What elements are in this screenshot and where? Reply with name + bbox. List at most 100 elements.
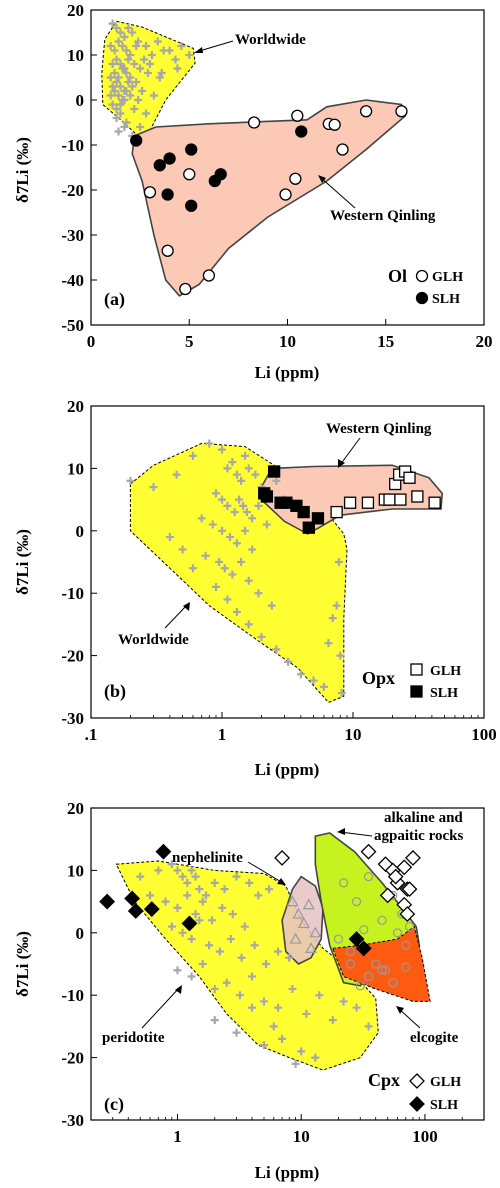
triangle-marker bbox=[289, 932, 302, 944]
cross-marker bbox=[210, 878, 219, 887]
legend-slh-marker-a bbox=[415, 291, 429, 305]
cross-marker bbox=[188, 451, 197, 460]
cross-marker bbox=[195, 916, 204, 925]
panel-b-frame bbox=[90, 405, 485, 719]
cross-marker bbox=[120, 33, 129, 41]
y-tick-label: -50 bbox=[61, 316, 84, 335]
cross-marker bbox=[124, 55, 133, 64]
cross-marker bbox=[185, 51, 194, 59]
data-point-glh bbox=[399, 906, 416, 922]
data-point-glh bbox=[247, 116, 261, 129]
nephelinite-arrowhead bbox=[277, 878, 286, 885]
cross-marker bbox=[114, 91, 123, 100]
cross-marker bbox=[208, 520, 217, 529]
data-point-slh bbox=[185, 143, 198, 156]
data-point-slh bbox=[143, 901, 160, 918]
cross-marker bbox=[108, 19, 117, 28]
cross-marker bbox=[108, 60, 117, 68]
cross-marker bbox=[114, 37, 123, 46]
cross-marker bbox=[106, 91, 115, 100]
open-circle-marker bbox=[338, 878, 349, 888]
legend-slh-label-c: SLH bbox=[430, 1098, 458, 1113]
triangle-marker bbox=[286, 895, 299, 907]
cross-marker bbox=[220, 885, 229, 894]
cross-marker bbox=[122, 118, 131, 127]
cross-marker bbox=[126, 51, 135, 59]
cross-marker bbox=[336, 651, 345, 660]
panel-a-regions bbox=[101, 20, 407, 297]
cross-marker bbox=[210, 984, 219, 993]
data-point-slh bbox=[153, 159, 166, 172]
open-circle-marker bbox=[401, 940, 411, 950]
elcogite-annotation: elcogite bbox=[410, 1030, 459, 1046]
cross-marker bbox=[167, 860, 176, 869]
cross-marker bbox=[218, 495, 226, 504]
cross-marker bbox=[202, 891, 211, 900]
cross-marker bbox=[157, 69, 166, 77]
cross-marker bbox=[136, 64, 145, 73]
cross-marker bbox=[248, 514, 257, 523]
legend-glh-label-b: GLH bbox=[430, 664, 461, 679]
cross-marker bbox=[248, 545, 257, 554]
western-qinling-annotation-b: Western Qinling bbox=[326, 421, 432, 437]
data-point-glh bbox=[387, 868, 404, 885]
y-tick-label: 0 bbox=[76, 91, 85, 110]
panel-a-ylabel: δ7Li (‰) bbox=[13, 137, 32, 203]
cross-marker bbox=[120, 123, 129, 131]
cross-marker bbox=[315, 991, 324, 1000]
y-tick-label: -30 bbox=[61, 709, 84, 728]
open-circle-marker bbox=[355, 981, 365, 991]
y-tick-label: -30 bbox=[61, 1111, 84, 1130]
cross-marker bbox=[232, 470, 241, 479]
cross-marker bbox=[201, 551, 210, 560]
data-point-glh bbox=[379, 887, 396, 904]
data-point-glh bbox=[336, 143, 349, 156]
cross-marker bbox=[114, 127, 123, 136]
triangle-marker bbox=[305, 942, 318, 954]
legend-glh-label-a: GLH bbox=[432, 270, 463, 285]
cross-marker bbox=[339, 997, 348, 1006]
cross-marker bbox=[215, 947, 224, 956]
region-peridotite bbox=[115, 860, 379, 1071]
triangle-marker bbox=[292, 907, 305, 919]
cross-marker bbox=[116, 82, 125, 91]
cross-marker bbox=[142, 42, 151, 50]
legend-glh-marker-c bbox=[409, 1073, 425, 1089]
cross-marker bbox=[191, 910, 200, 919]
data-point-slh bbox=[163, 152, 176, 165]
data-point-glh bbox=[395, 105, 408, 118]
cross-marker bbox=[232, 872, 241, 881]
worldwide-annotation-a: Worldwide bbox=[235, 32, 306, 48]
open-circle-marker bbox=[363, 971, 374, 982]
cross-marker bbox=[237, 476, 246, 485]
legend-slh-label-a: SLH bbox=[432, 292, 460, 307]
cross-marker bbox=[241, 451, 250, 460]
cross-marker bbox=[116, 100, 125, 109]
cross-marker bbox=[278, 1034, 287, 1043]
cross-marker bbox=[241, 526, 250, 535]
cross-marker bbox=[110, 69, 119, 77]
cross-marker bbox=[247, 972, 256, 981]
cross-marker bbox=[106, 73, 115, 82]
cross-marker bbox=[207, 916, 216, 925]
cross-marker bbox=[146, 891, 155, 900]
cross-marker bbox=[223, 464, 232, 473]
cross-marker bbox=[332, 601, 341, 610]
cross-marker bbox=[259, 1041, 268, 1050]
x-tick-label: 1 bbox=[173, 1127, 182, 1146]
panel-a-mineral: Ol bbox=[388, 266, 407, 286]
legend-slh-marker-c bbox=[409, 1096, 425, 1112]
cross-marker bbox=[122, 87, 131, 95]
cross-marker bbox=[188, 564, 197, 573]
x-tick-label: 1 bbox=[218, 725, 227, 744]
alkaline-annotation-line2: agpaitic rocks bbox=[374, 828, 463, 844]
cross-marker bbox=[112, 114, 121, 122]
cross-marker bbox=[245, 878, 254, 887]
data-point-slh bbox=[124, 890, 141, 907]
cross-marker bbox=[140, 55, 149, 64]
data-point-glh bbox=[274, 850, 290, 866]
cross-marker bbox=[167, 922, 176, 931]
cross-marker bbox=[173, 903, 182, 912]
x-tick-label: 100 bbox=[471, 725, 497, 744]
